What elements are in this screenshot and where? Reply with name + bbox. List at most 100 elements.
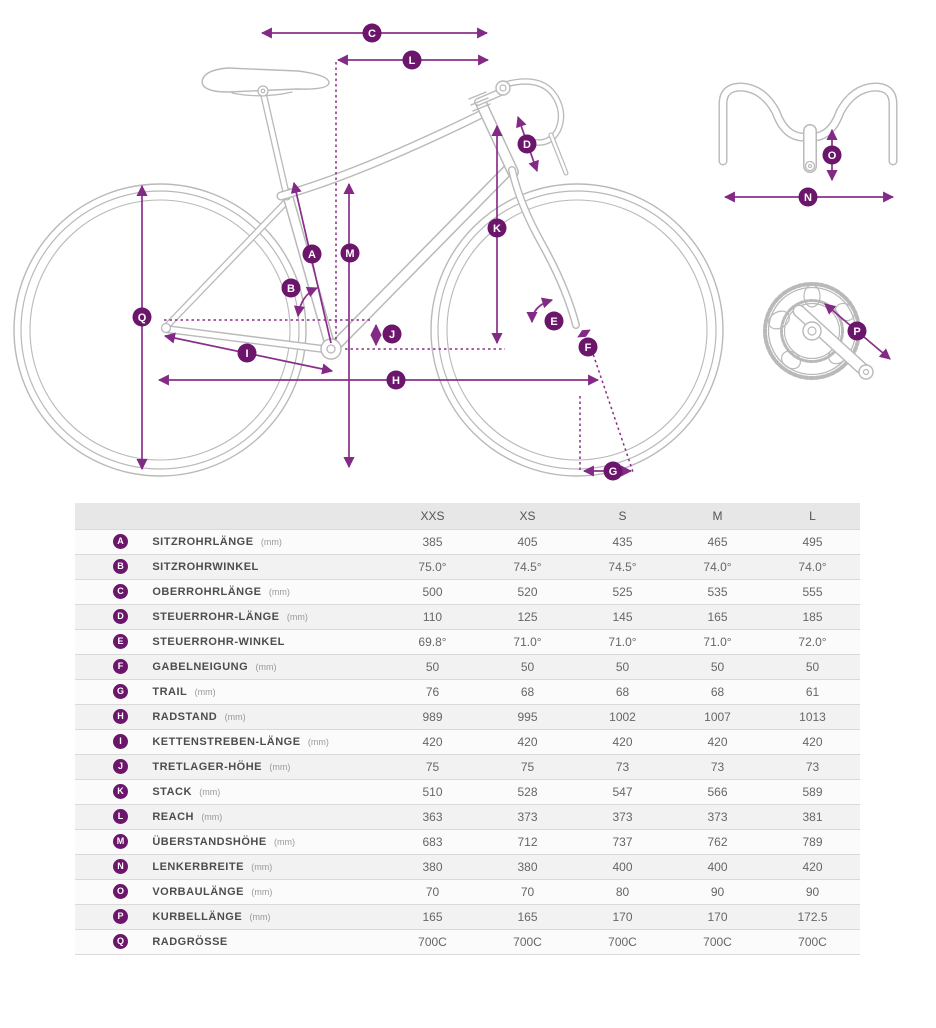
row-value-l: 495	[802, 534, 823, 549]
row-value-s: 170	[612, 909, 633, 924]
steering-axis-dotted-line	[587, 338, 634, 473]
row-value-m: 50	[710, 659, 725, 674]
row-marker-badge: H	[113, 709, 128, 725]
row-label-cell: D STEUERROHR-LÄNGE (mm)	[75, 604, 385, 629]
row-value-xxs: 110	[422, 609, 443, 624]
row-value-l: 789	[802, 834, 823, 849]
row-label-cell: L REACH (mm)	[75, 804, 385, 829]
row-marker-letter: F	[117, 661, 124, 672]
measurement-lines	[136, 27, 895, 477]
table-row: F GABELNEIGUNG (mm) 50 50 50 50 50	[75, 654, 860, 679]
row-value-l: 700C	[798, 934, 827, 949]
row-value-m: 68	[710, 684, 725, 699]
marker-q-badge: Q	[132, 307, 152, 327]
table-row: P KURBELLÄNGE (mm) 165 165 170 170 172.5	[75, 904, 860, 929]
row-value-xxs: 420	[422, 734, 443, 749]
row-marker-letter: B	[117, 561, 124, 572]
row-marker-badge: K	[113, 784, 128, 800]
row-label-cell: E STEUERROHR-WINKEL	[75, 629, 385, 654]
row-unit: (mm)	[255, 661, 277, 672]
marker-d-badge: D	[517, 134, 537, 154]
size-header-xs: XS	[519, 508, 536, 523]
table-row: M ÜBERSTANDSHÖHE (mm) 683 712 737 762 78…	[75, 829, 860, 854]
row-value-s: 547	[612, 784, 633, 799]
row-value-xxs: 700C	[418, 934, 447, 949]
row-marker-badge: O	[113, 884, 128, 900]
row-unit: (mm)	[199, 786, 221, 797]
row-label: RADSTAND	[152, 710, 218, 723]
size-header-l: L	[809, 508, 816, 523]
row-value-s: 373	[612, 809, 633, 824]
row-value-s: 74.5°	[608, 559, 637, 574]
measure-arrow-f	[577, 329, 591, 338]
row-marker-letter: M	[116, 836, 125, 847]
row-label-cell: J TRETLAGER-HÖHE (mm)	[75, 754, 385, 779]
row-label: RADGRÖSSE	[152, 935, 228, 948]
row-marker-letter: E	[117, 636, 124, 647]
row-value-xs: 74.5°	[513, 559, 542, 574]
row-value-m: 535	[707, 584, 728, 599]
marker-m-letter: M	[345, 248, 354, 260]
row-value-m: 71.0°	[703, 634, 732, 649]
row-value-xs: 712	[517, 834, 538, 849]
table-row: E STEUERROHR-WINKEL 69.8° 71.0° 71.0° 71…	[75, 629, 860, 654]
row-value-l: 72.0°	[798, 634, 827, 649]
row-marker-letter: Q	[116, 936, 124, 947]
row-value-xs: 380	[517, 859, 538, 874]
saddle	[201, 67, 330, 97]
row-marker-letter: K	[117, 786, 124, 797]
row-marker-badge: M	[113, 834, 128, 850]
row-marker-badge: I	[113, 734, 128, 750]
row-value-s: 435	[612, 534, 633, 549]
handlebar-side-view	[468, 78, 569, 176]
row-marker-badge: Q	[113, 934, 128, 950]
row-value-xxs: 50	[425, 659, 440, 674]
marker-c-letter: C	[368, 28, 376, 40]
table-row: D STEUERROHR-LÄNGE (mm) 110 125 145 165 …	[75, 604, 860, 629]
row-label-cell: B SITZROHRWINKEL	[75, 554, 385, 579]
row-unit: (mm)	[251, 861, 273, 872]
row-unit: (mm)	[307, 736, 329, 747]
marker-e-badge: E	[544, 311, 564, 331]
marker-g-badge: G	[603, 461, 623, 481]
row-label-cell: P KURBELLÄNGE (mm)	[75, 904, 385, 929]
row-label-cell: O VORBAULÄNGE (mm)	[75, 879, 385, 904]
size-header-s: S	[618, 508, 627, 523]
row-value-s: 145	[612, 609, 633, 624]
row-unit: (mm)	[249, 911, 271, 922]
size-header-empty	[75, 503, 385, 529]
row-label: STEUERROHR-WINKEL	[152, 635, 285, 648]
row-value-xs: 125	[517, 609, 538, 624]
row-marker-letter: N	[117, 861, 124, 872]
row-value-m: 373	[707, 809, 728, 824]
row-value-xs: 50	[520, 659, 535, 674]
table-row: J TRETLAGER-HÖHE (mm) 75 75 73 73 73	[75, 754, 860, 779]
row-value-m: 465	[707, 534, 728, 549]
row-value-xs: 373	[517, 809, 538, 824]
row-value-l: 420	[802, 734, 823, 749]
row-label: STEUERROHR-LÄNGE	[152, 610, 280, 623]
measure-arc-e	[526, 297, 554, 324]
table-row: O VORBAULÄNGE (mm) 70 70 80 90 90	[75, 879, 860, 904]
row-value-l: 381	[802, 809, 823, 824]
row-value-xs: 75	[520, 759, 535, 774]
row-value-l: 90	[805, 884, 820, 899]
table-row: H RADSTAND (mm) 989 995 1002 1007 1013	[75, 704, 860, 729]
row-value-xxs: 989	[422, 709, 443, 724]
row-value-xs: 70	[520, 884, 535, 899]
row-value-xxs: 363	[422, 809, 443, 824]
row-value-xxs: 683	[422, 834, 443, 849]
row-label: REACH	[152, 810, 194, 823]
marker-n-badge: N	[798, 187, 818, 207]
table-row: G TRAIL (mm) 76 68 68 68 61	[75, 679, 860, 704]
row-value-s: 737	[612, 834, 633, 849]
row-value-s: 1002	[609, 709, 636, 724]
bike-geometry-diagram: A B C D E F G H I J K L M N O P Q	[13, 23, 898, 481]
bike-frame	[160, 88, 580, 360]
table-row: K STACK (mm) 510 528 547 566 589	[75, 779, 860, 804]
table-row: I KETTENSTREBEN-LÄNGE (mm) 420 420 420 4…	[75, 729, 860, 754]
row-value-l: 74.0°	[798, 559, 827, 574]
marker-o-badge: O	[822, 145, 842, 165]
row-value-xs: 995	[517, 709, 538, 724]
